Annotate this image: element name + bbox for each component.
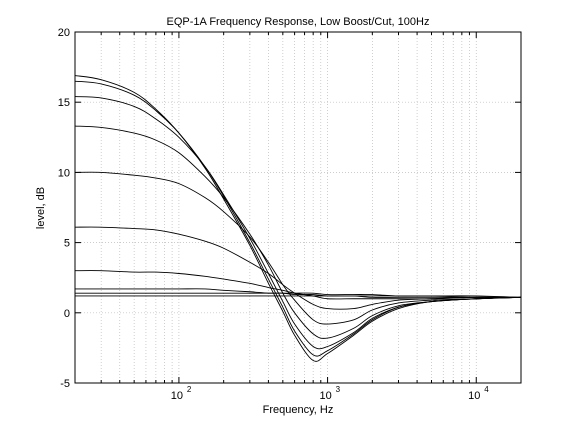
- y-axis-label: level, dB: [35, 187, 47, 229]
- plot-area: [75, 32, 521, 383]
- grid-lines: [74, 32, 522, 383]
- x-axis-label: Frequency, Hz: [263, 404, 334, 416]
- series-line-7: [74, 125, 522, 339]
- x-tick-label: 10: [468, 390, 480, 402]
- y-tick-label: 5: [64, 238, 70, 250]
- tick-labels: -5 0 5 10 15 20 10 2 10 3 10 4: [58, 27, 490, 402]
- y-tick-label: 15: [58, 97, 70, 109]
- axis-ticks: [74, 31, 522, 384]
- y-tick-label: 0: [64, 308, 70, 320]
- y-tick-label: 20: [58, 27, 70, 39]
- series-lines: [74, 75, 522, 362]
- x-tick-label-exponent: 4: [484, 385, 489, 394]
- series-line-6: [74, 171, 522, 325]
- plot-frame: [74, 31, 522, 384]
- y-tick-label: -5: [60, 378, 70, 390]
- chart-title: EQP-1A Frequency Response, Low Boost/Cut…: [167, 16, 430, 28]
- x-tick-label-exponent: 2: [187, 385, 192, 394]
- y-tick-label: 10: [58, 167, 70, 179]
- x-tick-label: 10: [171, 390, 183, 402]
- x-tick-label-exponent: 3: [336, 385, 341, 394]
- series-line-10: [74, 75, 522, 362]
- x-tick-label: 10: [319, 390, 331, 402]
- series-line-4: [74, 270, 522, 300]
- series-line-9: [74, 80, 522, 357]
